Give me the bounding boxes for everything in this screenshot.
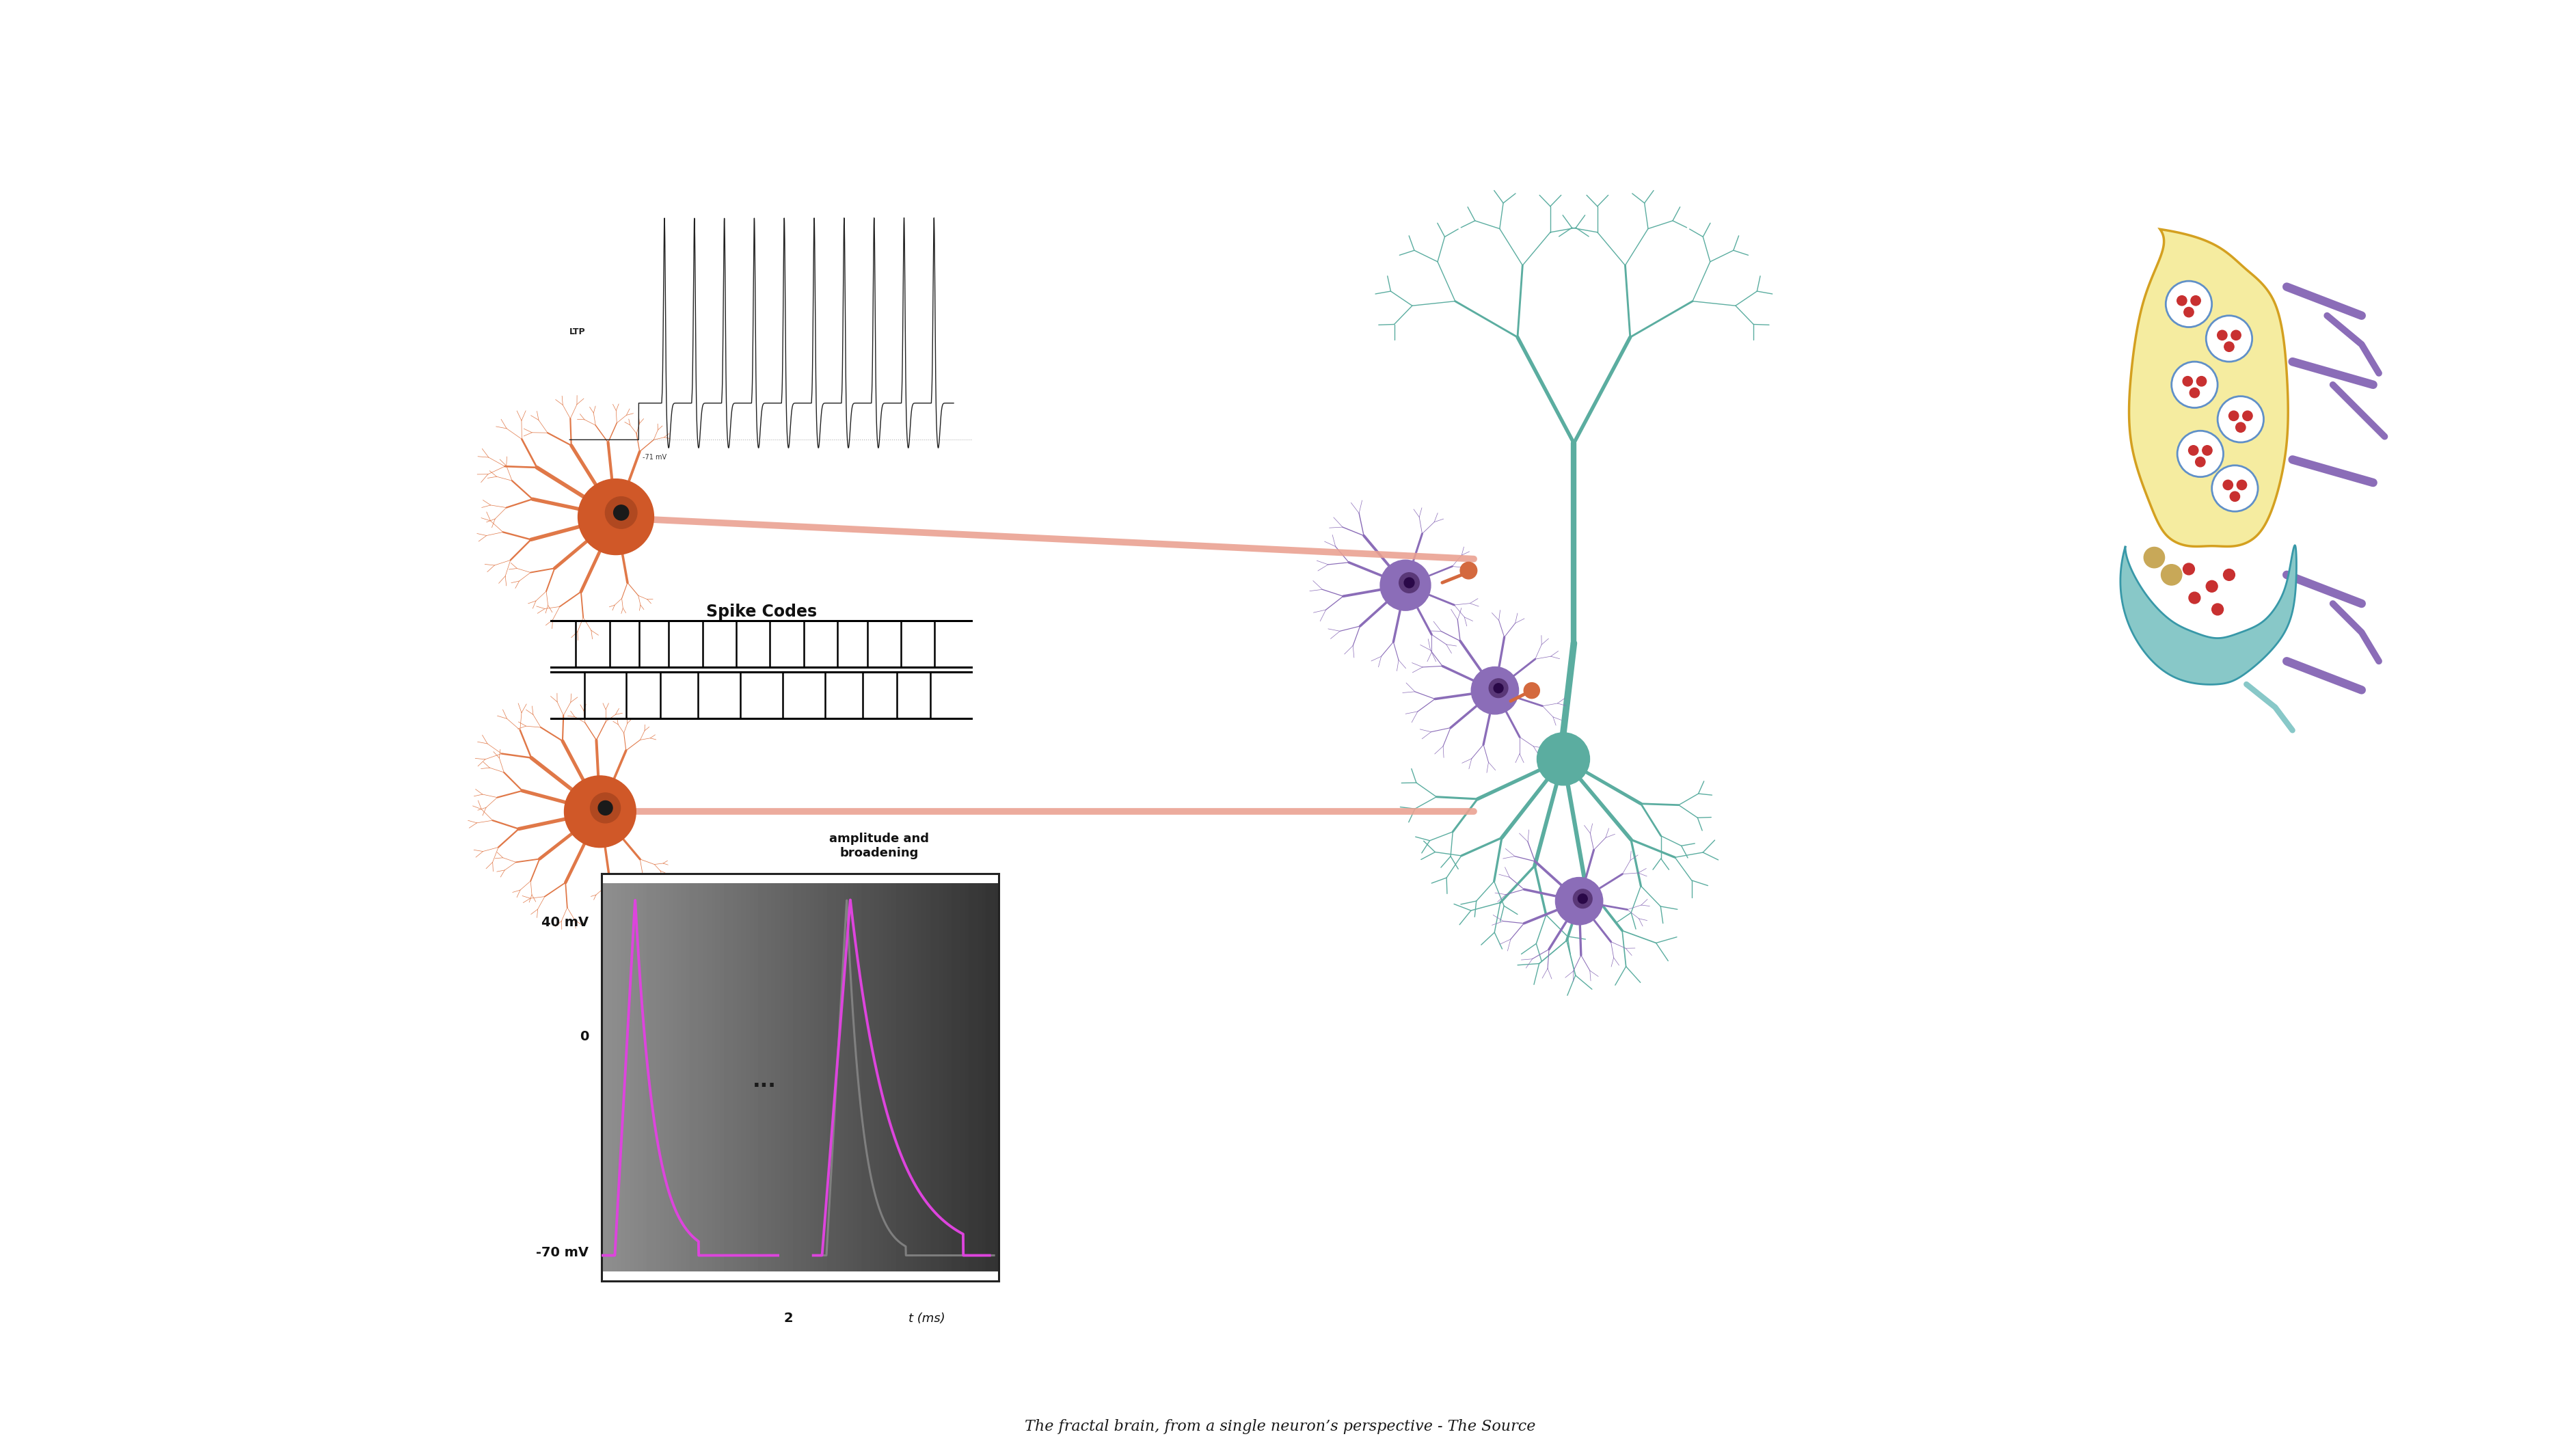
Circle shape	[2217, 331, 2227, 341]
Circle shape	[2176, 296, 2186, 306]
Circle shape	[2189, 593, 2199, 604]
Circle shape	[1536, 732, 1590, 785]
Text: 2: 2	[783, 1312, 794, 1325]
Text: ...: ...	[753, 1072, 776, 1091]
Circle shape	[2243, 411, 2253, 421]
Circle shape	[2189, 387, 2199, 397]
Circle shape	[2184, 376, 2191, 386]
Circle shape	[2237, 480, 2248, 489]
Circle shape	[2143, 547, 2166, 568]
Circle shape	[614, 505, 630, 520]
Text: t (ms): t (ms)	[909, 1312, 945, 1325]
Circle shape	[604, 496, 637, 529]
Circle shape	[2212, 604, 2222, 614]
Text: LTP: LTP	[568, 328, 586, 336]
Circle shape	[1492, 683, 1503, 693]
Circle shape	[2235, 422, 2245, 432]
Circle shape	[1523, 683, 1539, 699]
Circle shape	[2161, 565, 2181, 585]
Circle shape	[2196, 376, 2207, 386]
Circle shape	[563, 776, 635, 847]
Circle shape	[2196, 457, 2204, 467]
Circle shape	[1405, 578, 1413, 588]
Text: 40 mV: 40 mV	[543, 916, 589, 929]
Circle shape	[2222, 569, 2235, 581]
Circle shape	[1380, 561, 1431, 610]
Circle shape	[599, 801, 612, 815]
Circle shape	[2191, 296, 2202, 306]
Circle shape	[2232, 331, 2240, 341]
Circle shape	[2171, 361, 2217, 408]
Circle shape	[2166, 281, 2212, 328]
Text: -70 mV: -70 mV	[535, 1246, 589, 1259]
Circle shape	[2230, 492, 2240, 501]
Circle shape	[2207, 316, 2253, 361]
Polygon shape	[2120, 546, 2296, 684]
Circle shape	[2217, 396, 2263, 443]
Circle shape	[579, 479, 653, 555]
Circle shape	[1400, 572, 1418, 593]
Circle shape	[2230, 411, 2237, 421]
Circle shape	[2202, 446, 2212, 456]
Text: -71 mV: -71 mV	[643, 454, 666, 462]
Circle shape	[2184, 563, 2194, 575]
Circle shape	[591, 794, 620, 823]
Text: The fractal brain, from a single neuron’s perspective - The Source: The fractal brain, from a single neuron’…	[1024, 1420, 1536, 1434]
Polygon shape	[2130, 229, 2289, 546]
Circle shape	[1577, 894, 1587, 903]
Text: amplitude and
broadening: amplitude and broadening	[829, 833, 929, 859]
Circle shape	[2212, 466, 2258, 511]
Circle shape	[1490, 678, 1508, 697]
Circle shape	[2184, 307, 2194, 317]
Circle shape	[2189, 446, 2199, 456]
Circle shape	[1472, 667, 1518, 715]
Circle shape	[1459, 562, 1477, 579]
Circle shape	[1556, 878, 1603, 925]
Text: Spike Codes: Spike Codes	[707, 603, 817, 620]
Circle shape	[2207, 581, 2217, 593]
Circle shape	[2222, 480, 2232, 489]
Circle shape	[2176, 431, 2222, 478]
Text: 0: 0	[579, 1031, 589, 1042]
Circle shape	[1574, 890, 1592, 909]
Circle shape	[2225, 342, 2235, 351]
